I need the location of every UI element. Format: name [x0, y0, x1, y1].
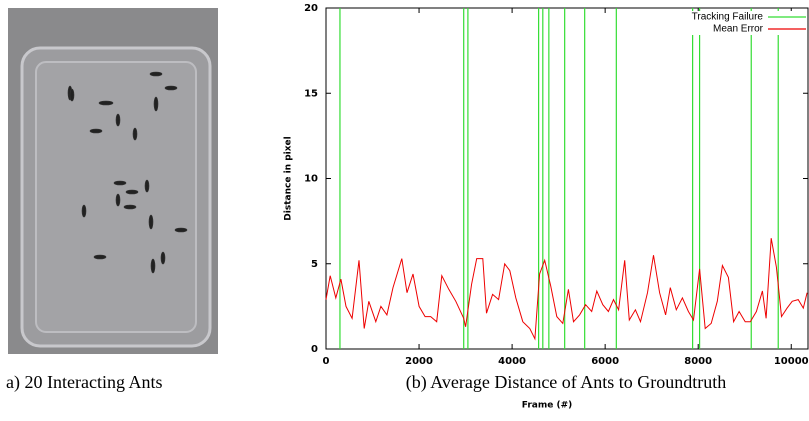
- legend-bg: [670, 11, 806, 23]
- legend-label: Mean Error: [713, 24, 764, 35]
- legend-label: Tracking Failure: [692, 12, 764, 23]
- caption-b: (b) Average Distance of Ants to Groundtr…: [406, 372, 727, 393]
- y-tick-label: 0: [311, 344, 318, 355]
- y-tick-label: 10: [304, 174, 318, 185]
- x-tick-label: 10000: [774, 356, 809, 367]
- caption-a: a) 20 Interacting Ants: [6, 372, 162, 393]
- x-tick-label: 0: [323, 356, 330, 367]
- chart: 0 5 10 15 20 0 2000 4000 6000 8000 10000 Frame (#) D…: [284, 3, 809, 411]
- y-tick-label: 15: [304, 88, 318, 99]
- ants-photo: [8, 8, 218, 354]
- legend-bg: [670, 23, 806, 35]
- x-tick-label: 2000: [405, 356, 433, 367]
- x-tick-label: 8000: [684, 356, 712, 367]
- x-axis-label: Frame (#): [522, 401, 572, 411]
- mean-error-line: [325, 238, 808, 341]
- x-tick-label: 6000: [591, 356, 619, 367]
- x-tick-label: 4000: [498, 356, 526, 367]
- y-tick-label: 20: [304, 3, 318, 14]
- y-tick-label: 5: [311, 259, 318, 270]
- y-axis-label: Distance in pixel: [284, 136, 294, 220]
